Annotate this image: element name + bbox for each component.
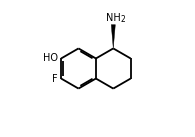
- Text: F: F: [52, 74, 58, 84]
- Text: HO: HO: [43, 53, 58, 63]
- Text: NH: NH: [106, 13, 121, 23]
- Polygon shape: [111, 25, 115, 48]
- Text: 2: 2: [120, 15, 125, 24]
